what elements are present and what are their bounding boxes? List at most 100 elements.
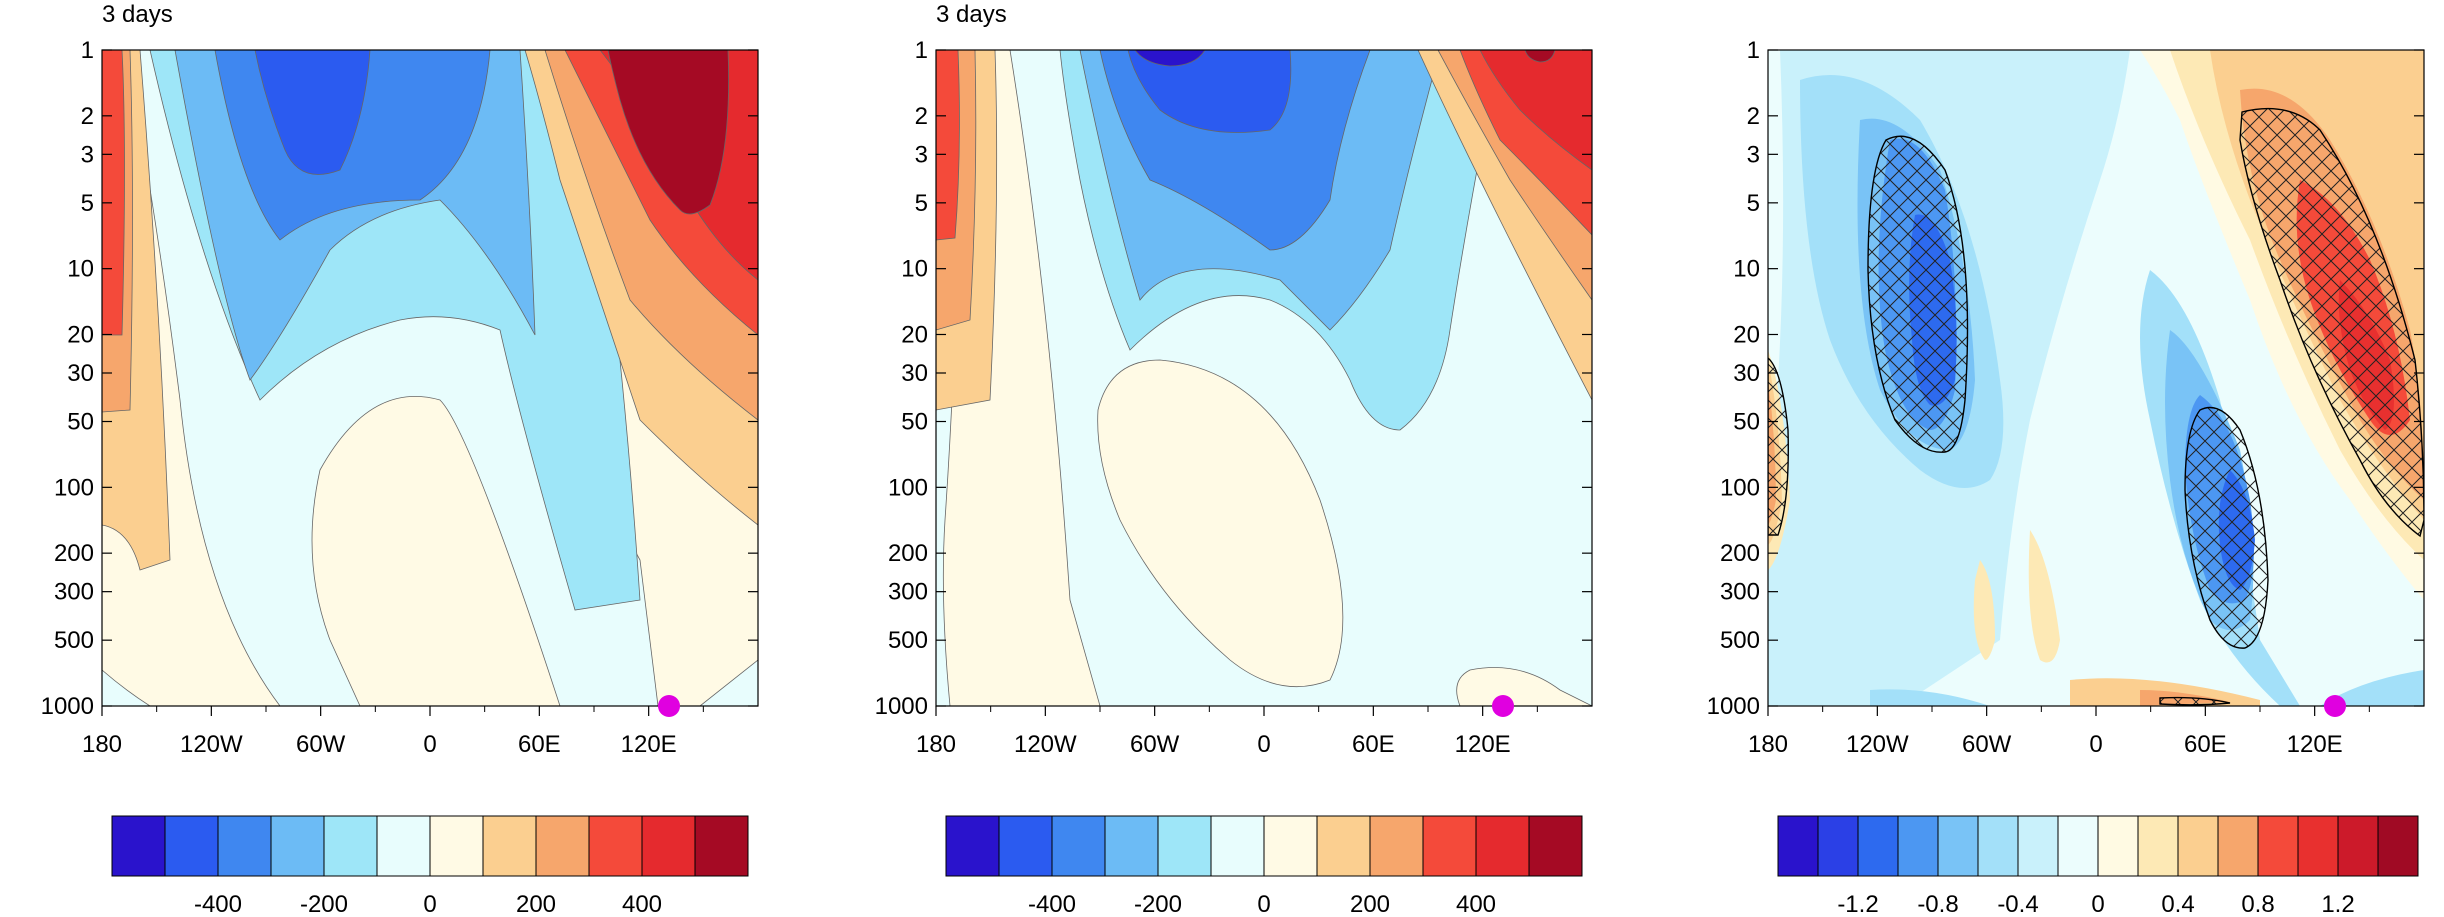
panel-2-marker	[1492, 695, 1514, 717]
x-tick-label: 0	[1257, 731, 1270, 758]
y-tick-label: 2	[915, 103, 928, 130]
colorbar-swatch	[945, 815, 1000, 877]
colorbar-swatch	[1977, 815, 2019, 877]
colorbar-swatch	[1369, 815, 1424, 877]
y-tick-label: 50	[901, 409, 928, 436]
x-tick-label: 180	[1748, 731, 1788, 758]
colorbar-swatch	[2017, 815, 2059, 877]
colorbar-label: -200	[1134, 891, 1182, 917]
y-tick-label: 300	[888, 579, 928, 606]
colorbar-swatch	[2177, 815, 2219, 877]
panel-2-colorbar: -400 -200 0 200 400	[945, 815, 1583, 917]
colorbar-swatch	[1263, 815, 1318, 877]
y-tick-label: 3	[81, 141, 94, 168]
y-tick-label: 20	[901, 321, 928, 348]
colorbar-label: -0.8	[1917, 891, 1958, 917]
colorbar-swatch	[641, 815, 696, 877]
colorbar-swatch	[588, 815, 643, 877]
y-tick-label: 10	[67, 256, 94, 283]
y-tick-label: 2	[1747, 103, 1760, 130]
y-tick-label: 20	[67, 321, 94, 348]
y-tick-label: 3	[1747, 141, 1760, 168]
colorbar-label: 0.8	[2241, 891, 2274, 917]
colorbar-swatch	[2097, 815, 2139, 877]
y-tick-label: 200	[54, 540, 94, 567]
x-tick-label: 60W	[296, 731, 346, 758]
colorbar-swatch	[1422, 815, 1477, 877]
colorbar-label: 200	[516, 891, 556, 917]
y-tick-label: 50	[67, 409, 94, 436]
colorbar-swatch	[2137, 815, 2179, 877]
colorbar-label: 200	[1350, 891, 1390, 917]
panel-1-marker	[658, 695, 680, 717]
x-tick-label: 120E	[621, 731, 677, 758]
y-tick-label: 100	[54, 474, 94, 501]
colorbar-swatch	[1316, 815, 1371, 877]
colorbar-swatch	[535, 815, 590, 877]
panel-3-axes: 1 2 3 5 10 20 30 50 100 200 300 500 1000 180 120W 60W 0 6…	[1707, 37, 2424, 758]
y-tick-label: 30	[901, 360, 928, 387]
colorbar-label: -200	[300, 891, 348, 917]
y-tick-label: 30	[1733, 360, 1760, 387]
panel-3-colorbar: -1.2 -0.8 -0.4 0 0.4 0.8 1.2	[1777, 815, 2419, 917]
colorbar-swatch	[2257, 815, 2299, 877]
panel-1: 3 days 1 2 3 5 10 20 30 50 100 200 300 500 1000 180 12…	[41, 1, 759, 917]
panel-3-hatching	[1768, 107, 2424, 706]
y-tick-label: 30	[67, 360, 94, 387]
y-tick-label: 200	[888, 540, 928, 567]
y-tick-label: 100	[888, 474, 928, 501]
panel-2-contours	[936, 50, 1592, 706]
y-tick-label: 1	[1747, 37, 1760, 64]
panel-1-axes: 1 2 3 5 10 20 30 50 100 200 300 500 1000 180 120W 60W 0 6…	[41, 37, 758, 758]
x-tick-label: 180	[916, 731, 956, 758]
colorbar-swatch	[2217, 815, 2259, 877]
colorbar-label: 0.4	[2161, 891, 2194, 917]
colorbar-swatch	[1897, 815, 1939, 877]
colorbar-label: 400	[1456, 891, 1496, 917]
y-tick-label: 100	[1720, 474, 1760, 501]
colorbar-label: -400	[1028, 891, 1076, 917]
x-tick-label: 120W	[1014, 731, 1077, 758]
panel-3-marker	[2324, 695, 2346, 717]
colorbar-label: -0.4	[1997, 891, 2038, 917]
x-tick-label: 120E	[2287, 731, 2343, 758]
y-tick-label: 3	[915, 141, 928, 168]
colorbar-swatch	[1817, 815, 1859, 877]
colorbar-label: 0	[2091, 891, 2104, 917]
panel-1-contours	[102, 50, 758, 706]
panel-2-title: 3 days	[936, 1, 1007, 28]
colorbar-swatch	[376, 815, 431, 877]
colorbar-swatch	[694, 815, 749, 877]
y-tick-label: 500	[54, 627, 94, 654]
y-tick-label: 500	[1720, 627, 1760, 654]
colorbar-swatch	[1937, 815, 1979, 877]
y-tick-label: 20	[1733, 321, 1760, 348]
x-tick-label: 120W	[1846, 731, 1909, 758]
colorbar-swatch	[1528, 815, 1583, 877]
colorbar-swatch	[2377, 815, 2419, 877]
y-tick-label: 1000	[1707, 693, 1760, 720]
x-tick-label: 180	[82, 731, 122, 758]
colorbar-swatch	[482, 815, 537, 877]
x-tick-label: 120W	[180, 731, 243, 758]
y-tick-label: 10	[1733, 256, 1760, 283]
panel-2: 3 days 1 2 3 5 10 20 30 50 100 200 300 500 1000 180 12…	[875, 1, 1593, 917]
colorbar-label: 400	[622, 891, 662, 917]
x-tick-label: 60E	[1352, 731, 1395, 758]
colorbar-swatch	[2337, 815, 2379, 877]
y-tick-label: 1	[81, 37, 94, 64]
colorbar-swatch	[1210, 815, 1265, 877]
colorbar-label: 0	[1257, 891, 1270, 917]
colorbar-swatch	[1104, 815, 1159, 877]
x-tick-label: 60E	[2184, 731, 2227, 758]
y-tick-label: 300	[54, 579, 94, 606]
y-tick-label: 5	[81, 190, 94, 217]
colorbar-label: 1.2	[2321, 891, 2354, 917]
colorbar-swatch	[2297, 815, 2339, 877]
y-tick-label: 10	[901, 256, 928, 283]
x-tick-label: 0	[423, 731, 436, 758]
colorbar-swatch	[323, 815, 378, 877]
x-tick-label: 60E	[518, 731, 561, 758]
colorbar-swatch	[2057, 815, 2099, 877]
y-tick-label: 1000	[41, 693, 94, 720]
